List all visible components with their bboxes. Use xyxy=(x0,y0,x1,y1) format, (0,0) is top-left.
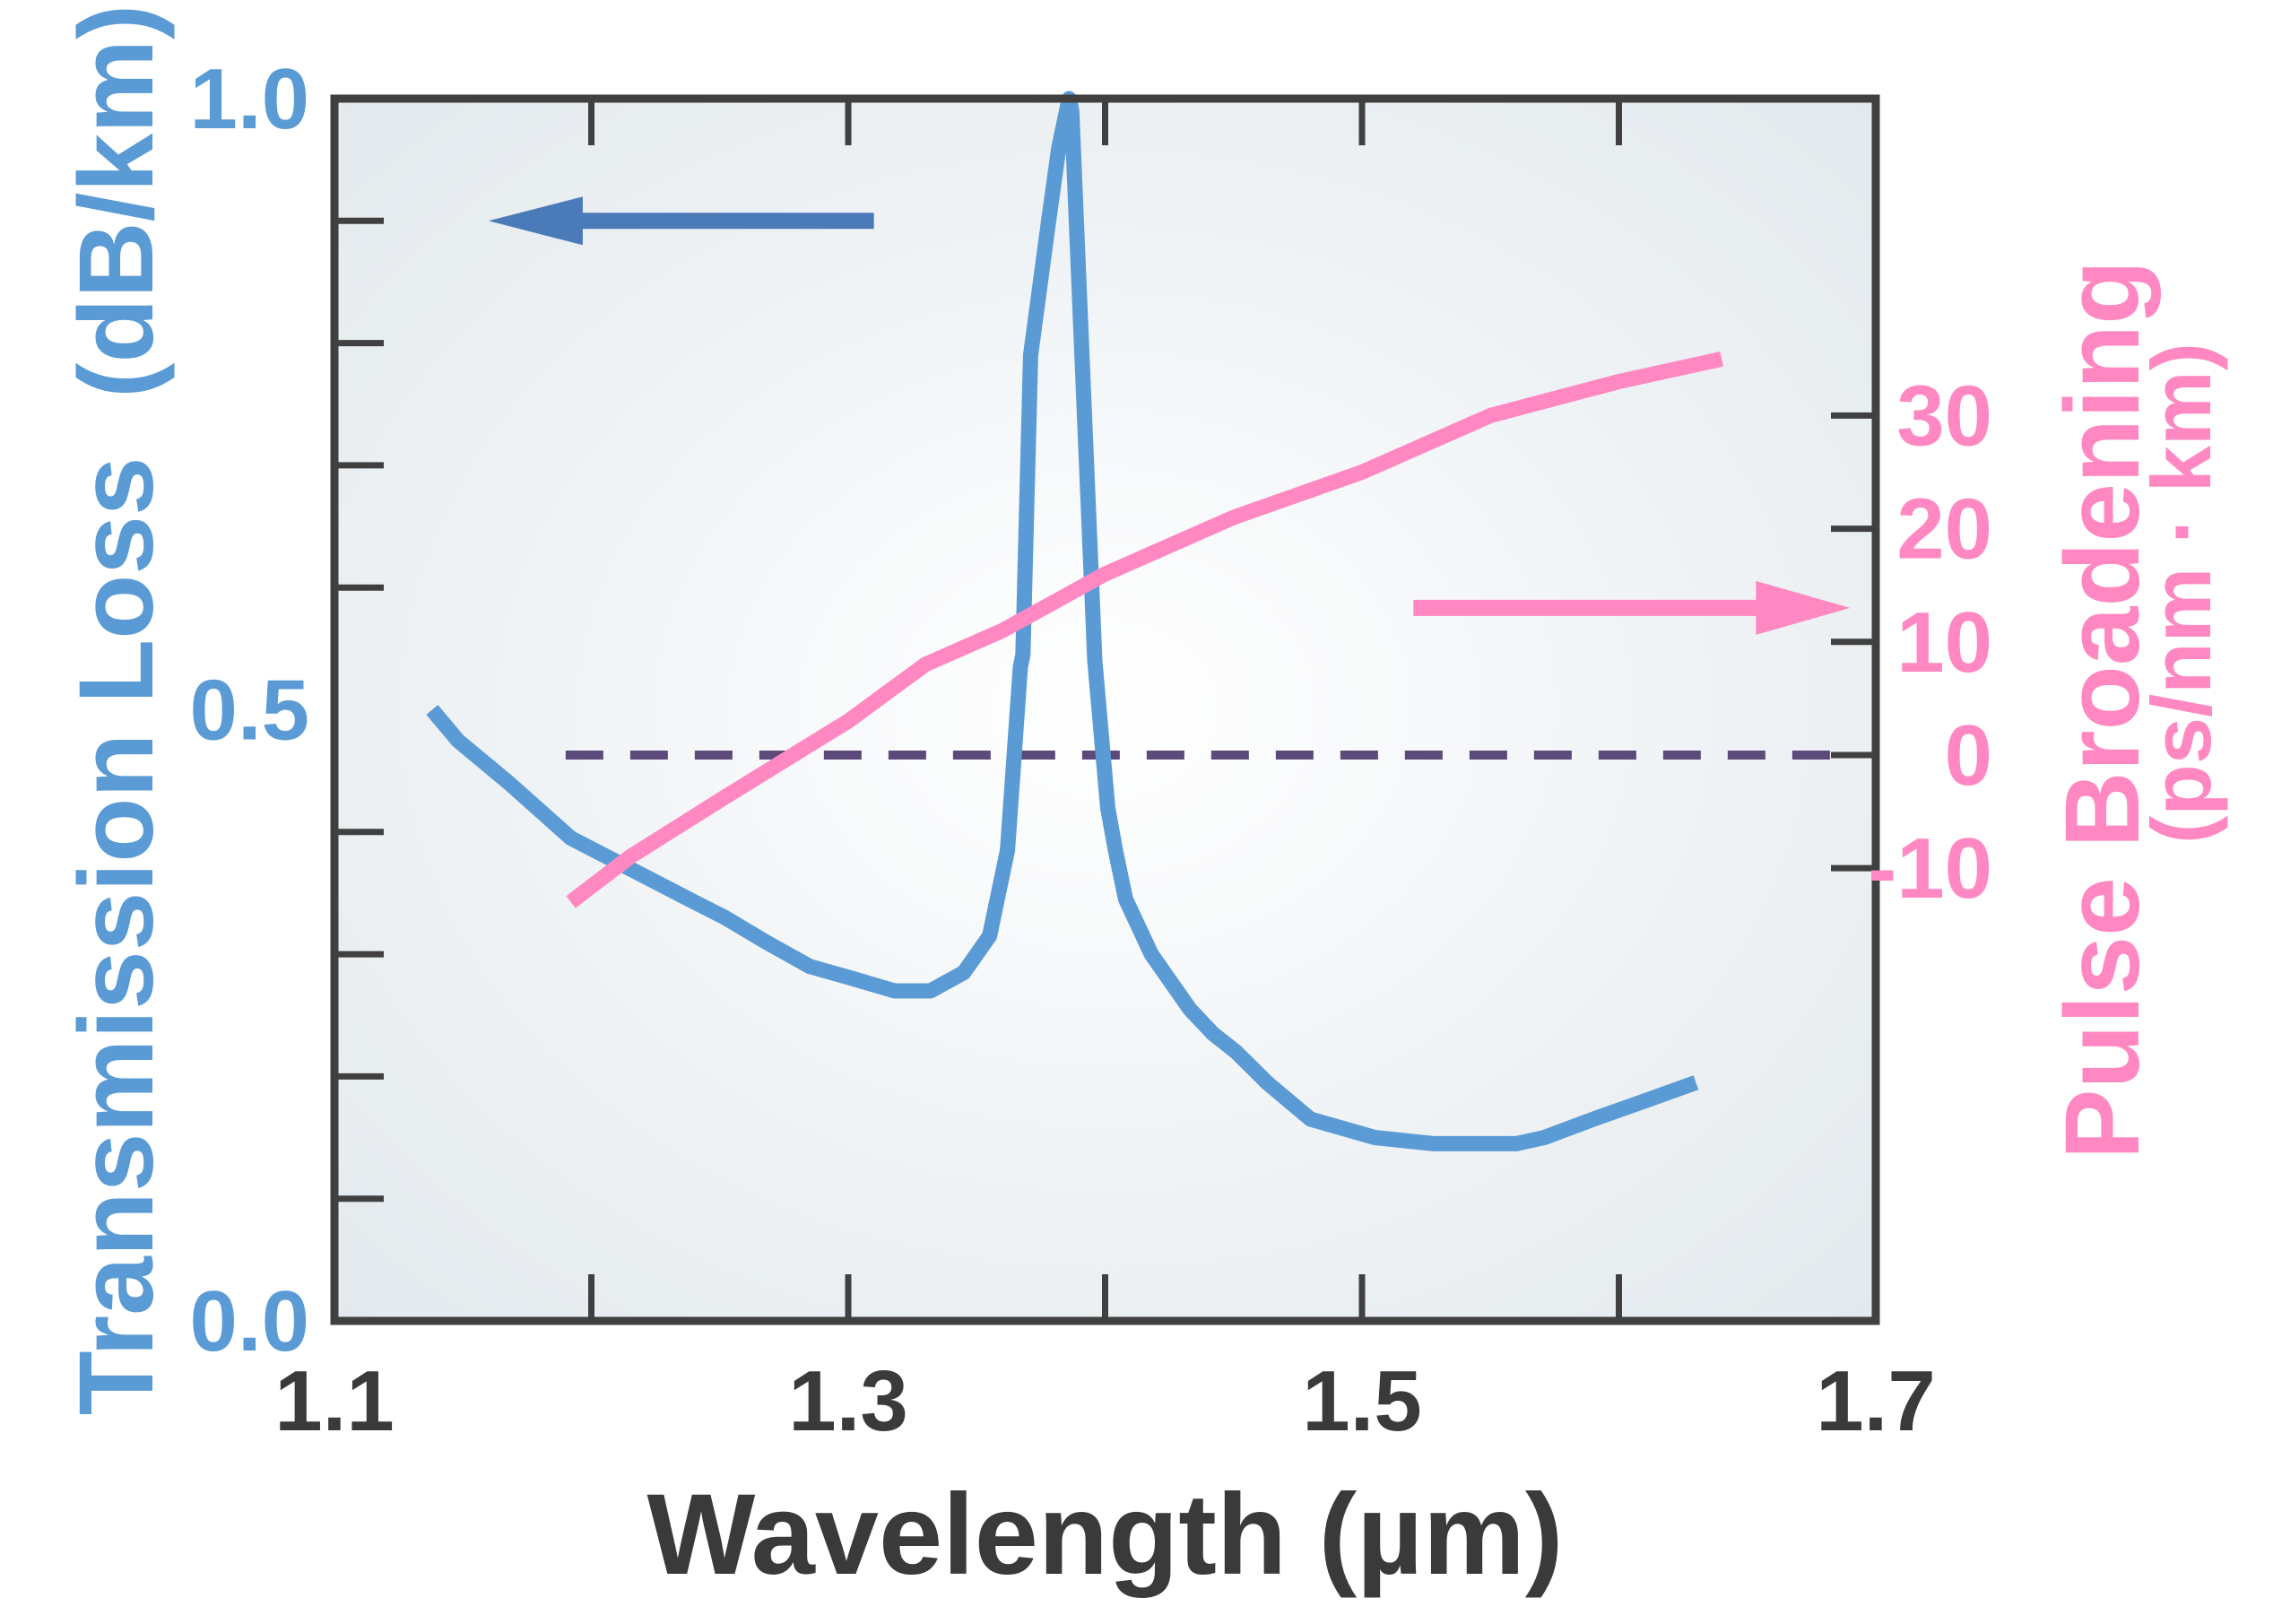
y2-tick-label: 30 xyxy=(1896,368,1992,464)
y2-tick-label: 0 xyxy=(1945,708,1992,803)
y2-tick-label: 10 xyxy=(1896,595,1992,690)
pulse-broadening-line xyxy=(566,351,1723,908)
y-axis-title: Transmission Loss (dB/km) xyxy=(57,4,176,1416)
y-tick-label: 0.0 xyxy=(190,1273,309,1369)
y-tick-label: 0.5 xyxy=(190,663,309,759)
x-tick-label: 1.1 xyxy=(274,1353,394,1449)
loss-arrow-head xyxy=(488,196,583,246)
x-tick-label: 1.5 xyxy=(1302,1353,1421,1449)
y2-tick-label: 20 xyxy=(1896,482,1992,578)
y-tick-label: 1.0 xyxy=(190,51,309,147)
plot-frame xyxy=(330,94,1880,1325)
x-tick-label: 1.7 xyxy=(1816,1353,1935,1449)
x-tick-label: 1.3 xyxy=(788,1353,907,1449)
y2-tick-label: -10 xyxy=(1868,821,1992,916)
y2-axis-title: Pulse Broadening xyxy=(2043,260,2162,1159)
y2-axis-unit: (ps/nm · km) xyxy=(2134,343,2228,844)
x-axis-title: Wavelength (µm) xyxy=(647,1471,1564,1599)
dispersion-arrow-head xyxy=(1756,580,1851,635)
